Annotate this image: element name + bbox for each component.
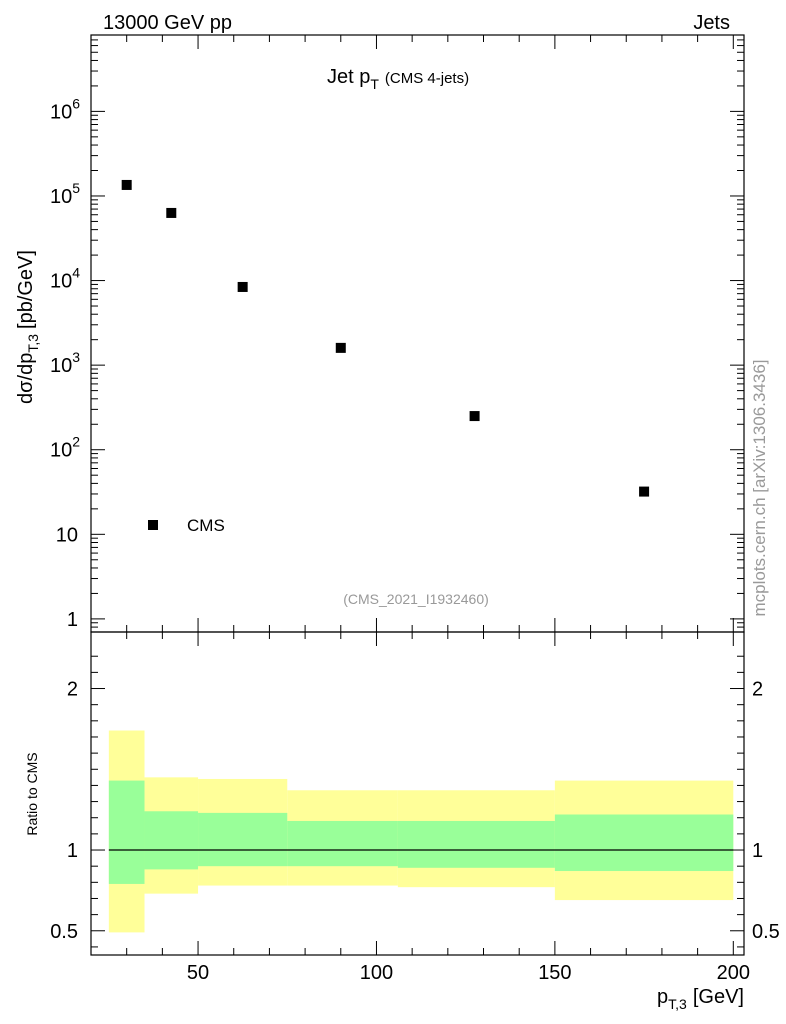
- legend-label: CMS: [187, 516, 225, 535]
- y-tick-label: 1: [67, 609, 78, 631]
- x-tick-labels: 50 100 150 200: [187, 962, 750, 984]
- data-point: [121, 179, 132, 190]
- source-label: mcplots.cern.ch [arXiv:1306.3436]: [750, 359, 769, 616]
- y-tick-label: 10: [56, 524, 78, 546]
- x-tick-label: 100: [360, 962, 393, 984]
- main-plot-y-tick-labels: 1 10 102 103 104 105 106: [50, 95, 80, 631]
- ratio-y-tick-label: 0.5: [50, 921, 78, 943]
- data-point: [237, 281, 248, 292]
- data-point: [639, 486, 650, 497]
- inner-band: [108, 780, 145, 884]
- y-tick-label: 104: [50, 265, 80, 293]
- ratio-y-tick-label-right: 1: [752, 840, 763, 862]
- inner-band: [397, 820, 555, 868]
- ratio-plot-ticks: [90, 632, 744, 955]
- y-tick-label: 102: [50, 434, 80, 462]
- process-label: Jets: [693, 12, 730, 34]
- y-tick-label: 103: [50, 349, 80, 377]
- x-tick-label: 150: [538, 962, 571, 984]
- inner-band: [198, 812, 288, 867]
- plot-title: Jet pT (CMS 4-jets): [327, 66, 469, 92]
- y-tick-label: 105: [50, 180, 80, 208]
- data-point: [166, 207, 177, 218]
- ratio-y-tick-label: 2: [67, 679, 78, 701]
- inner-band: [144, 811, 199, 870]
- data-points: [121, 179, 650, 497]
- y-axis-label: dσ/dpT,3[pb/GeV]: [15, 250, 41, 404]
- y-tick-label: 106: [50, 95, 80, 123]
- analysis-label: (CMS_2021_I1932460): [343, 591, 489, 607]
- inner-band: [287, 820, 398, 867]
- ratio-plot: 0.5 0.5 1 1 2 2 50 100 150 200 Ratio to CMS pT,3…: [24, 631, 780, 1012]
- main-plot-frame: [90, 34, 745, 633]
- ratio-plot-frame: [90, 631, 745, 956]
- x-tick-label: 200: [717, 962, 750, 984]
- main-plot-ticks: [90, 34, 744, 633]
- energy-label: 13000 GeV pp: [103, 12, 232, 34]
- data-point: [469, 411, 480, 422]
- ratio-y-tick-labels: 0.5 0.5 1 1 2 2: [50, 679, 780, 943]
- inner-band: [554, 814, 734, 872]
- uncertainty-bands: [108, 730, 734, 933]
- legend-marker: [148, 520, 158, 530]
- x-tick-label: 50: [187, 962, 209, 984]
- main-plot: 1 10 102 103 104 105 106 Jet pT (CMS 4-jets) (C…: [15, 34, 745, 633]
- data-point: [335, 342, 346, 353]
- ratio-y-tick-label: 1: [67, 840, 78, 862]
- x-axis-label: pT,3 [GeV]: [657, 986, 744, 1012]
- ratio-y-tick-label-right: 2: [752, 679, 763, 701]
- ratio-y-tick-label-right: 0.5: [752, 921, 780, 943]
- ratio-y-axis-label: Ratio to CMS: [24, 752, 40, 835]
